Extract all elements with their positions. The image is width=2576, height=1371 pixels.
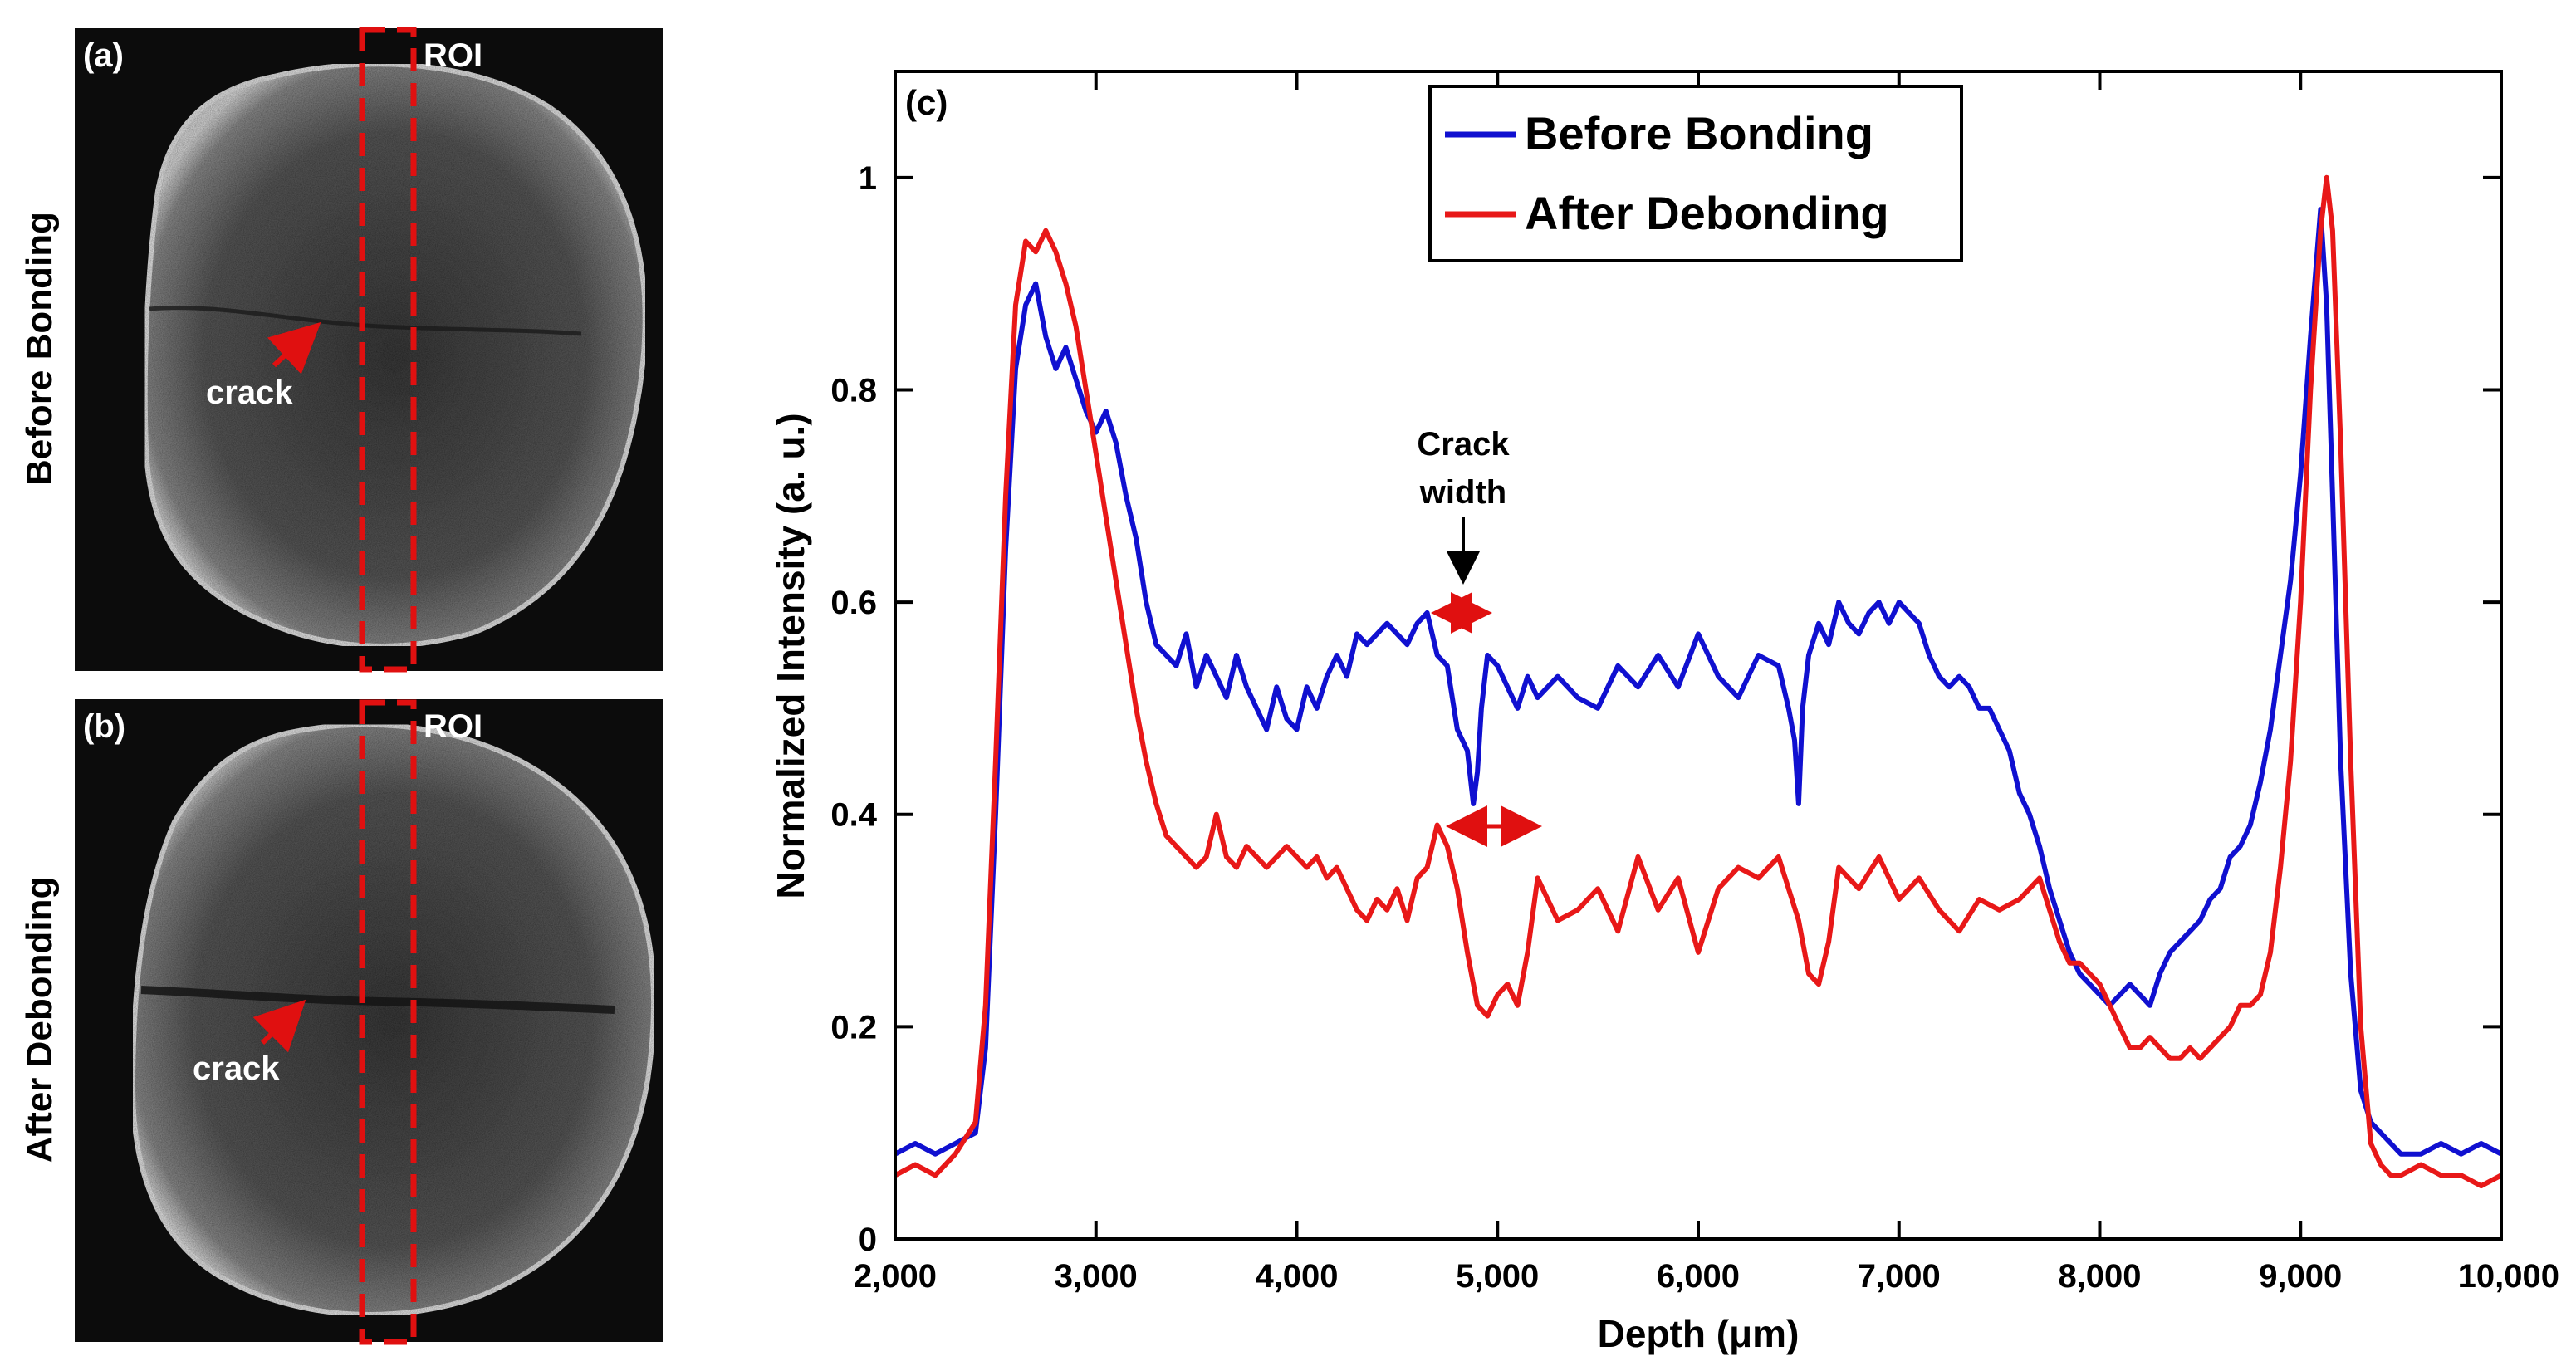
panel-b-crack-line	[140, 986, 615, 1014]
series-line-before-bonding	[894, 207, 2503, 1157]
x-tick-label: 3,000	[1055, 1258, 1138, 1295]
x-tick-label: 8,000	[2058, 1258, 2141, 1295]
panel-a: (a) ROI crack Before Bonding	[19, 27, 663, 673]
panel-b: (b) ROI crack After Debonding	[19, 699, 663, 1345]
plot-area-frame	[894, 70, 2503, 1241]
x-tick-label: 2,000	[854, 1258, 937, 1295]
x-axis-label: Depth (μm)	[1598, 1312, 1800, 1355]
series-line-after-debonding	[894, 174, 2503, 1189]
panel-b-roi-box	[359, 699, 417, 1345]
panel-a-side-label: Before Bonding	[19, 212, 60, 486]
x-tick-label: 9,000	[2259, 1258, 2342, 1295]
legend-entry-before: Before Bonding	[1525, 107, 1873, 159]
legend: Before Bonding After Debonding	[1428, 85, 1963, 262]
chart: 0 0.2 0.4 0.6 0.8 1 2,000 3,000 4,000 5,000 6,000…	[769, 70, 2559, 1355]
panel-b-crack-label: crack	[193, 1050, 280, 1087]
panel-b-crack-arrow	[252, 999, 306, 1053]
x-tick-label: 4,000	[1255, 1258, 1338, 1295]
chart-panel-label: (c)	[905, 83, 948, 122]
legend-entry-after: After Debonding	[1525, 187, 1889, 239]
x-tick-label: 5,000	[1456, 1258, 1539, 1295]
y-tick-label: 0.8	[830, 372, 877, 409]
panel-b-sample-shape	[130, 722, 657, 1317]
y-tick-label: 0.2	[830, 1009, 877, 1045]
panel-b-label: (b)	[83, 708, 125, 745]
y-tick-label: 0.6	[830, 585, 877, 621]
panel-a-crack-arrow	[267, 321, 321, 375]
crack-width-annotation: Crack width	[1417, 426, 1542, 847]
legend-box	[1428, 85, 1963, 262]
panel-b-roi-label: ROI	[424, 708, 482, 745]
x-tick-label: 7,000	[1858, 1258, 1941, 1295]
series-lines	[894, 174, 2503, 1189]
annotation-crack: Crack	[1417, 426, 1510, 463]
y-tick-label: 0	[859, 1222, 877, 1258]
panel-a-sample-shape	[142, 61, 648, 649]
panel-a-crack-line	[149, 306, 582, 336]
x-ticks: 2,000 3,000 4,000 5,000 6,000 7,000 8,000 9,000…	[854, 71, 2559, 1295]
x-tick-label: 6,000	[1657, 1258, 1740, 1295]
y-axis-label: Normalized Intensity (a. u.)	[769, 413, 812, 898]
panel-a-label: (a)	[83, 37, 124, 74]
y-tick-label: 0.4	[830, 797, 877, 834]
panel-a-roi-box	[359, 27, 417, 673]
panel-a-roi-label: ROI	[424, 37, 482, 74]
y-tick-label: 1	[859, 160, 877, 197]
panel-a-crack-label: crack	[206, 375, 293, 411]
annotation-width: width	[1419, 474, 1506, 511]
y-gridless-ticks: 0 0.2 0.4 0.6 0.8 1	[830, 160, 2501, 1258]
x-tick-label: 10,000	[2458, 1258, 2559, 1295]
panel-b-side-label: After Debonding	[19, 877, 60, 1163]
